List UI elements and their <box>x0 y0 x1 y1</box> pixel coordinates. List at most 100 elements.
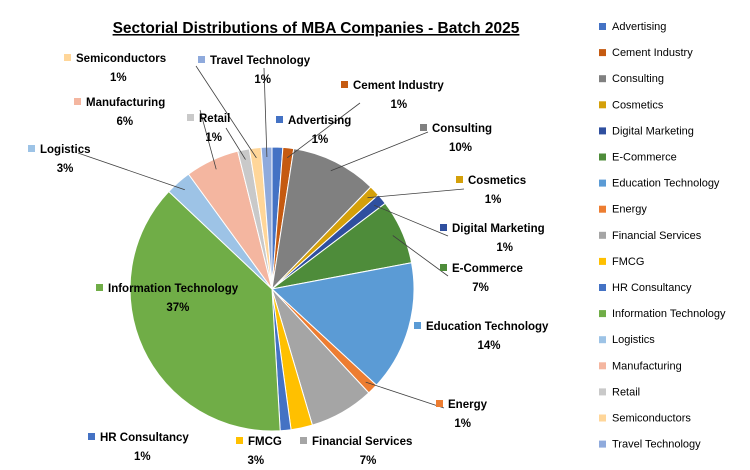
data-label-swatch <box>414 322 421 329</box>
leader-line <box>195 65 257 159</box>
data-label-category: Energy <box>448 399 488 411</box>
legend-swatch <box>599 231 606 239</box>
data-label-percent: 1% <box>312 134 329 146</box>
data-label-swatch <box>456 176 463 183</box>
chart-title: Sectorial Distributions of MBA Companies… <box>113 20 520 37</box>
legend-label: Financial Services <box>612 230 702 242</box>
legend-swatch <box>599 179 606 187</box>
legend-label: Cement Industry <box>612 47 693 59</box>
legend-swatch <box>599 257 606 265</box>
data-label-percent: 3% <box>57 163 74 175</box>
data-labels: Advertising 1% Cement Industry 1% Consulting… <box>28 53 549 467</box>
data-label-swatch <box>96 284 103 291</box>
legend-label: Education Technology <box>612 178 720 190</box>
pie-slices <box>129 146 415 432</box>
legend: Advertising Cement Industry Consulting Cosm… <box>599 21 726 451</box>
data-label-percent: 1% <box>110 72 127 84</box>
data-label-category: HR Consultancy <box>100 432 189 444</box>
legend-label: Consulting <box>612 73 664 85</box>
data-label-percent: 7% <box>360 455 377 467</box>
legend-label: HR Consultancy <box>612 282 692 294</box>
legend-label: Digital Marketing <box>612 125 694 137</box>
data-label-category: Advertising <box>288 115 351 127</box>
leader-line <box>365 381 445 409</box>
pie-slice-consulting <box>271 148 372 291</box>
leader-line <box>330 131 429 172</box>
leader-line <box>77 152 185 191</box>
leader-line <box>225 127 246 160</box>
data-label-swatch <box>88 433 95 440</box>
legend-swatch <box>599 49 606 57</box>
pie-slice-education-technology <box>270 262 415 386</box>
legend-label: Cosmetics <box>612 99 664 111</box>
data-label-percent: 37% <box>166 302 189 314</box>
data-label-swatch <box>440 224 447 231</box>
legend-swatch <box>599 336 606 344</box>
data-label-swatch <box>436 400 443 407</box>
leader-line <box>263 67 268 158</box>
legend-label: Advertising <box>612 21 666 33</box>
leader-line <box>367 188 465 199</box>
data-label-category: Cosmetics <box>468 175 526 187</box>
legend-swatch <box>599 414 606 422</box>
legend-label: Manufacturing <box>612 360 682 372</box>
legend-swatch <box>599 440 606 448</box>
legend-label: Logistics <box>612 334 655 346</box>
data-label-percent: 1% <box>454 418 471 430</box>
data-label-category: Education Technology <box>426 321 549 333</box>
legend-swatch <box>599 362 606 370</box>
legend-label: E-Commerce <box>612 152 677 164</box>
legend-swatch <box>599 388 606 396</box>
legend-swatch <box>599 284 606 291</box>
data-label-category: Information Technology <box>108 283 239 295</box>
data-label-swatch <box>74 98 81 105</box>
legend-label: Retail <box>612 386 640 398</box>
legend-swatch <box>599 153 606 161</box>
data-label-category: Travel Technology <box>210 55 311 67</box>
legend-swatch <box>599 310 606 318</box>
data-label-percent: 1% <box>485 194 502 206</box>
data-label-percent: 1% <box>390 99 407 111</box>
leader-lines <box>77 65 465 409</box>
data-label-swatch <box>187 114 194 121</box>
data-label-category: Logistics <box>40 144 90 156</box>
leader-line <box>392 235 449 277</box>
legend-label: Travel Technology <box>612 439 701 451</box>
data-label-swatch <box>440 264 447 271</box>
data-label-swatch <box>420 124 427 131</box>
leader-line <box>286 102 361 159</box>
data-label-percent: 1% <box>496 242 513 254</box>
data-label-category: FMCG <box>248 436 282 448</box>
data-label-swatch <box>198 56 205 63</box>
data-label-swatch <box>64 54 71 61</box>
data-label-swatch <box>276 116 283 123</box>
data-label-swatch <box>341 81 348 88</box>
data-label-category: Consulting <box>432 123 492 135</box>
data-label-category: Cement Industry <box>353 80 444 92</box>
data-label-percent: 6% <box>117 116 134 128</box>
data-label-percent: 1% <box>134 451 151 463</box>
data-label-category: Retail <box>199 113 230 125</box>
data-label-swatch <box>236 437 243 444</box>
data-label-percent: 3% <box>247 455 264 467</box>
pie-slice-information-technology <box>129 190 281 432</box>
data-label-percent: 10% <box>449 142 472 154</box>
leader-line <box>374 204 449 237</box>
data-label-category: Digital Marketing <box>452 223 545 235</box>
data-label-swatch <box>28 145 35 152</box>
legend-label: Energy <box>612 204 647 216</box>
data-label-percent: 1% <box>254 74 271 86</box>
data-label-percent: 7% <box>472 282 489 294</box>
legend-label: Information Technology <box>612 308 726 320</box>
leader-line <box>199 109 217 170</box>
data-label-category: Manufacturing <box>86 97 165 109</box>
legend-swatch <box>599 23 606 30</box>
data-label-category: E-Commerce <box>452 263 523 275</box>
legend-swatch <box>599 205 606 213</box>
data-label-percent: 14% <box>477 340 500 352</box>
data-label-category: Semiconductors <box>76 53 166 65</box>
data-label-percent: 1% <box>205 132 222 144</box>
legend-label: FMCG <box>612 256 644 268</box>
